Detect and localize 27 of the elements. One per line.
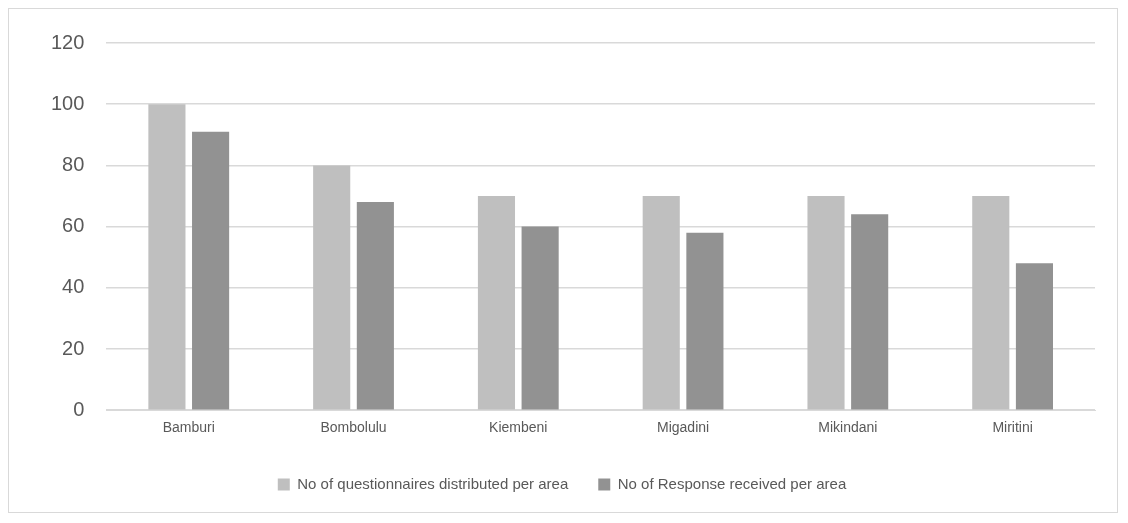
bar bbox=[686, 232, 724, 410]
legend-label: No of Response received per area bbox=[617, 474, 847, 492]
y-tick-label: 40 bbox=[62, 275, 85, 298]
x-tick-label: Bombolulu bbox=[320, 419, 387, 436]
bar bbox=[851, 214, 889, 410]
bar bbox=[1015, 263, 1053, 410]
bar bbox=[521, 226, 559, 410]
bar bbox=[356, 202, 394, 410]
y-tick-label: 0 bbox=[73, 397, 85, 420]
y-tick-label: 60 bbox=[62, 214, 85, 237]
y-tick-label: 120 bbox=[50, 30, 85, 53]
bar bbox=[972, 196, 1010, 410]
x-tick-label: Bamburi bbox=[162, 419, 215, 436]
y-tick-label: 80 bbox=[62, 152, 85, 175]
x-tick-label: Mikindani bbox=[818, 419, 878, 436]
x-tick-label: Kiembeni bbox=[489, 419, 548, 436]
x-tick-label: Migadini bbox=[657, 419, 710, 436]
y-tick-label: 20 bbox=[62, 336, 85, 359]
bar bbox=[807, 196, 845, 410]
legend-label: No of questionnaires distributed per area bbox=[297, 474, 569, 492]
bar bbox=[477, 196, 516, 410]
bar bbox=[642, 196, 680, 410]
x-tick-label: Miritini bbox=[992, 419, 1033, 436]
bar bbox=[192, 131, 230, 410]
bar bbox=[148, 104, 186, 410]
bar bbox=[313, 165, 351, 410]
y-tick-label: 100 bbox=[50, 91, 85, 114]
